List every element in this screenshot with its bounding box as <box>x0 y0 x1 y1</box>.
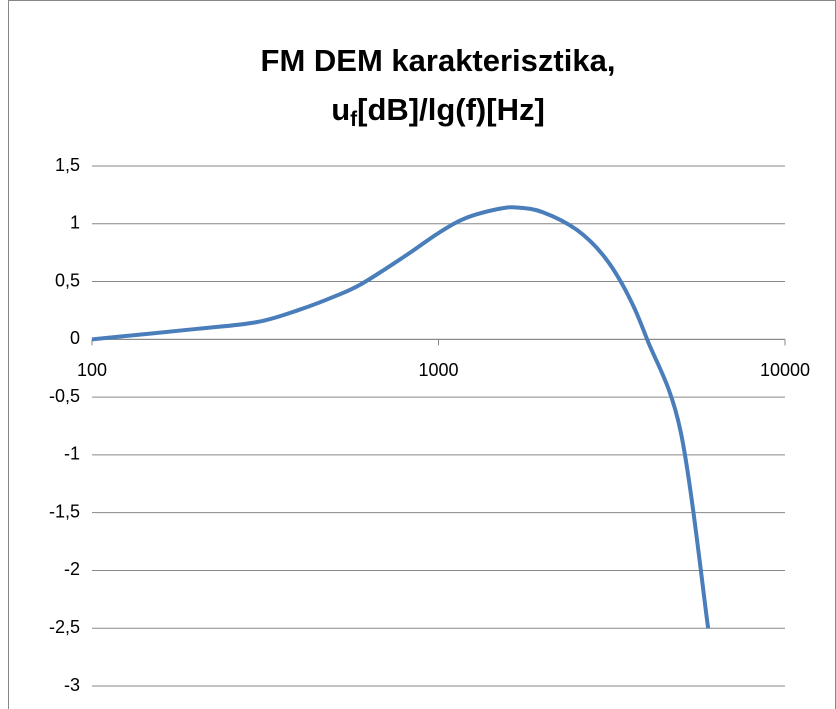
y-tick-label: -3 <box>64 675 80 695</box>
chart-border <box>8 0 836 709</box>
x-tick-label: 1000 <box>418 360 458 380</box>
y-tick-label: 1,5 <box>55 155 80 175</box>
chart-title-line2: uf[dB]/lg(f)[Hz] <box>331 92 545 130</box>
x-tick-label: 10000 <box>760 360 810 380</box>
y-tick-label: 1 <box>70 213 80 233</box>
title-part: u <box>331 92 350 127</box>
y-tick-label: -2 <box>64 559 80 579</box>
y-tick-label: -1,5 <box>49 501 80 521</box>
series-line <box>91 205 711 629</box>
y-tick-label: -2,5 <box>49 617 80 637</box>
title-part: [dB]/lg(f)[Hz] <box>357 92 545 127</box>
y-tick-label: -0,5 <box>49 386 80 406</box>
title-subscript: f <box>350 108 358 131</box>
x-tick-label: 100 <box>77 360 107 380</box>
y-tick-label: 0 <box>70 328 80 348</box>
y-tick-label: 0,5 <box>55 270 80 290</box>
y-tick-label: -1 <box>64 444 80 464</box>
chart-title: FM DEM karakterisztika, <box>261 43 616 78</box>
